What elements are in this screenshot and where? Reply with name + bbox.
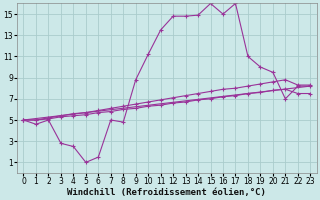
X-axis label: Windchill (Refroidissement éolien,°C): Windchill (Refroidissement éolien,°C) bbox=[68, 188, 266, 197]
